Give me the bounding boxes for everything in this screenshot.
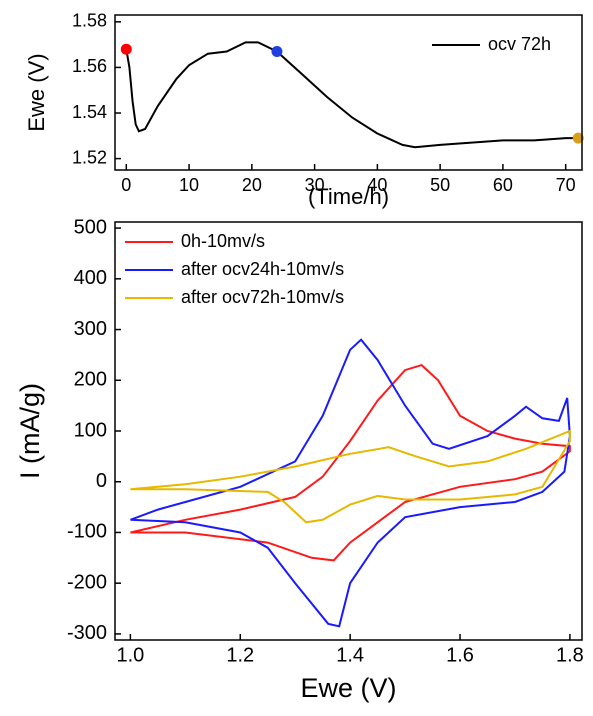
- x-tick-label: 1.4: [336, 644, 364, 666]
- series-line: [130, 338, 571, 628]
- legend-label: ocv 72h: [488, 34, 551, 54]
- y-tick-label: -100: [67, 521, 107, 543]
- legend-label: after ocv24h-10mv/s: [181, 259, 344, 279]
- y-tick-label: 300: [74, 318, 107, 340]
- plot-frame: [114, 221, 583, 641]
- y-tick-label: -200: [67, 571, 107, 593]
- x-tick-label: 70: [556, 175, 576, 195]
- x-tick-label: 1.2: [226, 644, 254, 666]
- y-tick-label: -300: [67, 622, 107, 644]
- legend-label: after ocv72h-10mv/s: [181, 287, 344, 307]
- marker-point: [572, 132, 584, 144]
- x-tick-label: 60: [493, 175, 513, 195]
- y-axis-label: Ewe (V): [24, 53, 49, 131]
- x-tick-label: 40: [367, 175, 387, 195]
- y-tick-label: 1.56: [72, 56, 107, 76]
- y-tick-label: 1.58: [72, 11, 107, 31]
- x-tick-label: 1.8: [556, 644, 584, 666]
- y-tick-label: 500: [74, 216, 107, 238]
- y-tick-label: 0: [96, 470, 107, 492]
- x-tick-label: 50: [430, 175, 450, 195]
- series-line: [125, 41, 579, 149]
- x-axis-label: (Time/h): [308, 184, 389, 209]
- y-tick-label: 100: [74, 419, 107, 441]
- marker-point: [271, 45, 283, 57]
- x-tick-label: 0: [121, 175, 131, 195]
- y-tick-label: 400: [74, 267, 107, 289]
- legend-label: 0h-10mv/s: [181, 231, 265, 251]
- x-tick-label: 1.0: [116, 644, 144, 666]
- y-tick-label: 200: [74, 369, 107, 391]
- x-tick-label: 20: [242, 175, 262, 195]
- series-line: [130, 363, 571, 562]
- y-tick-label: 1.54: [72, 102, 107, 122]
- series-line: [130, 429, 571, 524]
- x-tick-label: 30: [305, 175, 325, 195]
- plot-frame: [114, 14, 583, 171]
- marker-point: [120, 43, 132, 55]
- x-axis-label: Ewe (V): [300, 673, 396, 703]
- x-tick-label: 1.6: [446, 644, 474, 666]
- x-tick-label: 10: [179, 175, 199, 195]
- y-axis-label: I (mA/g): [15, 383, 45, 479]
- y-tick-label: 1.52: [72, 147, 107, 167]
